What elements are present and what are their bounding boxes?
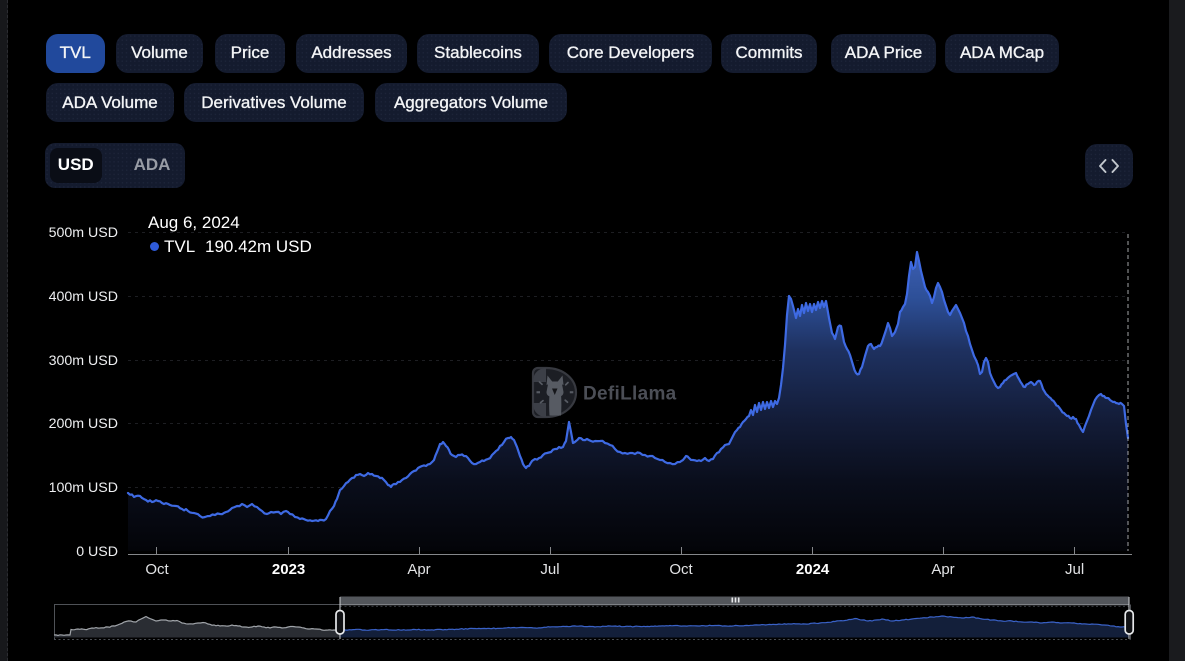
svg-text:2024: 2024: [796, 561, 830, 578]
svg-text:Apr: Apr: [931, 561, 954, 578]
svg-text:200m USD: 200m USD: [49, 416, 118, 432]
svg-text:400m USD: 400m USD: [49, 289, 118, 305]
svg-text:Oct: Oct: [669, 561, 693, 578]
svg-text:DefiLlama: DefiLlama: [583, 384, 677, 405]
svg-text:190.42m USD: 190.42m USD: [205, 237, 312, 256]
svg-text:0 USD: 0 USD: [76, 544, 118, 560]
svg-text:100m USD: 100m USD: [49, 480, 118, 496]
svg-text:Jul: Jul: [1065, 561, 1084, 578]
svg-text:Aug 6, 2024: Aug 6, 2024: [148, 213, 240, 232]
svg-text:Jul: Jul: [540, 561, 559, 578]
svg-text:Oct: Oct: [145, 561, 169, 578]
svg-text:500m USD: 500m USD: [49, 225, 118, 241]
svg-text:Apr: Apr: [407, 561, 430, 578]
svg-text:300m USD: 300m USD: [49, 353, 118, 369]
svg-text:TVL: TVL: [164, 237, 195, 256]
svg-text:2023: 2023: [272, 561, 305, 578]
